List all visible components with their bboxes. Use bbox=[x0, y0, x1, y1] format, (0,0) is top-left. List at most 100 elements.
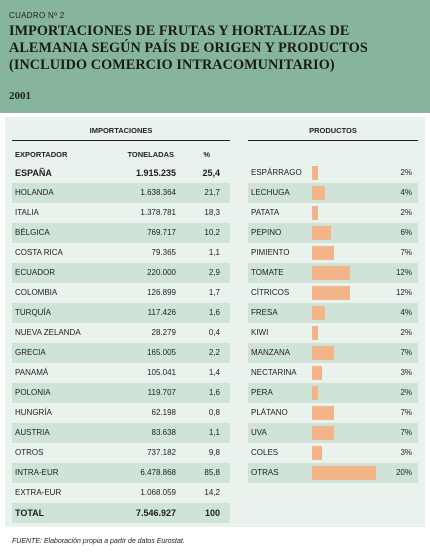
product-bar bbox=[312, 286, 350, 300]
table-row: OTROS 737.182 9,8 bbox=[12, 443, 230, 463]
toneladas-cell: 769.717 bbox=[147, 228, 176, 237]
pct-cell: 21,7 bbox=[204, 188, 220, 197]
exportador-cell: ECUADOR bbox=[15, 268, 56, 277]
product-pct: 3% bbox=[400, 448, 412, 457]
product-pct: 6% bbox=[400, 228, 412, 237]
toneladas-cell: 62.198 bbox=[151, 408, 176, 417]
product-name: PLÁTANO bbox=[251, 408, 288, 417]
product-bar bbox=[312, 366, 322, 380]
importaciones-table: ESPAÑA 1.915.235 25,4 HOLANDA 1.638.364 21,7 I… bbox=[12, 163, 230, 523]
product-bar bbox=[312, 346, 334, 360]
table-row: INTRA-EUR 6.478.868 85,8 bbox=[12, 463, 230, 483]
toneladas-cell: 1.378.781 bbox=[140, 208, 176, 217]
product-bar bbox=[312, 206, 318, 220]
product-bar bbox=[312, 306, 325, 320]
product-row: PERA 2% bbox=[248, 383, 418, 403]
product-name: PATATA bbox=[251, 208, 280, 217]
product-pct: 7% bbox=[400, 248, 412, 257]
product-row: LECHUGA 4% bbox=[248, 183, 418, 203]
productos-header: PRODUCTOS bbox=[309, 126, 357, 135]
importaciones-rule bbox=[12, 140, 230, 141]
product-bar bbox=[312, 186, 325, 200]
product-name: FRESA bbox=[251, 308, 278, 317]
product-row: FRESA 4% bbox=[248, 303, 418, 323]
table-row: HUNGRÍA 62.198 0,8 bbox=[12, 403, 230, 423]
product-name: LECHUGA bbox=[251, 188, 290, 197]
product-row: UVA 7% bbox=[248, 423, 418, 443]
table-row: TOTAL 7.546.927 100 bbox=[12, 503, 230, 523]
exportador-cell: ITALIA bbox=[15, 208, 39, 217]
table-row: AUSTRIA 83.638 1,1 bbox=[12, 423, 230, 443]
table-row: TURQUÍA 117.426 1,6 bbox=[12, 303, 230, 323]
table-row: COSTA RICA 79.365 1,1 bbox=[12, 243, 230, 263]
col-pct: % bbox=[203, 150, 210, 159]
product-row: PEPINO 6% bbox=[248, 223, 418, 243]
pct-cell: 0,4 bbox=[208, 328, 220, 337]
product-name: PERA bbox=[251, 388, 273, 397]
product-pct: 7% bbox=[400, 408, 412, 417]
toneladas-cell: 119.707 bbox=[147, 388, 176, 397]
pct-cell: 10,2 bbox=[204, 228, 220, 237]
importaciones-header: IMPORTACIONES bbox=[89, 126, 153, 135]
pct-cell: 9,8 bbox=[208, 448, 220, 457]
product-bar bbox=[312, 426, 334, 440]
product-row: KIWI 2% bbox=[248, 323, 418, 343]
year-label: 2001 bbox=[9, 90, 31, 102]
toneladas-cell: 165.005 bbox=[147, 348, 176, 357]
product-row: OTRAS 20% bbox=[248, 463, 418, 483]
product-row: PATATA 2% bbox=[248, 203, 418, 223]
pct-cell: 2,2 bbox=[208, 348, 220, 357]
exportador-cell: BÉLGICA bbox=[15, 228, 50, 237]
source-note: FUENTE: Elaboración propia a partir de d… bbox=[12, 538, 185, 545]
product-row: COLES 3% bbox=[248, 443, 418, 463]
product-bar bbox=[312, 466, 376, 480]
pct-cell: 1,6 bbox=[208, 308, 220, 317]
exportador-cell: INTRA-EUR bbox=[15, 468, 59, 477]
exportador-cell: TOTAL bbox=[15, 508, 45, 518]
product-pct: 2% bbox=[400, 388, 412, 397]
product-pct: 12% bbox=[395, 268, 412, 277]
pct-cell: 25,4 bbox=[202, 168, 220, 178]
product-row: ESPÁRRAGO 2% bbox=[248, 163, 418, 183]
pct-cell: 85,8 bbox=[204, 468, 220, 477]
product-pct: 7% bbox=[400, 428, 412, 437]
table-row: NUEVA ZELANDA 28.279 0,4 bbox=[12, 323, 230, 343]
product-bar bbox=[312, 246, 334, 260]
product-bar bbox=[312, 406, 334, 420]
pct-cell: 2,9 bbox=[208, 268, 220, 277]
product-row: CÍTRICOS 12% bbox=[248, 283, 418, 303]
product-name: TOMATE bbox=[251, 268, 284, 277]
toneladas-cell: 1.638.364 bbox=[140, 188, 176, 197]
pct-cell: 1,6 bbox=[208, 388, 220, 397]
table-row: ESPAÑA 1.915.235 25,4 bbox=[12, 163, 230, 183]
product-pct: 4% bbox=[400, 188, 412, 197]
toneladas-cell: 220.000 bbox=[147, 268, 176, 277]
product-name: PEPINO bbox=[251, 228, 282, 237]
toneladas-cell: 7.546.927 bbox=[135, 508, 176, 518]
product-name: ESPÁRRAGO bbox=[251, 168, 302, 177]
page-title: IMPORTACIONES DE FRUTAS Y HORTALIZAS DE … bbox=[9, 23, 368, 74]
product-bar bbox=[312, 166, 318, 180]
exportador-cell: OTROS bbox=[15, 448, 44, 457]
productos-rule bbox=[248, 140, 418, 141]
product-pct: 20% bbox=[395, 468, 412, 477]
product-bar bbox=[312, 446, 322, 460]
pct-cell: 1,7 bbox=[208, 288, 220, 297]
product-pct: 4% bbox=[400, 308, 412, 317]
product-row: PLÁTANO 7% bbox=[248, 403, 418, 423]
table-row: ITALIA 1.378.781 18,3 bbox=[12, 203, 230, 223]
product-pct: 2% bbox=[400, 208, 412, 217]
table-row: EXTRA-EUR 1.068.059 14,2 bbox=[12, 483, 230, 503]
toneladas-cell: 105.041 bbox=[147, 368, 176, 377]
header-band: CUADRO Nº 2 IMPORTACIONES DE FRUTAS Y HO… bbox=[0, 0, 430, 113]
table-row: ECUADOR 220.000 2,9 bbox=[12, 263, 230, 283]
exportador-cell: TURQUÍA bbox=[15, 308, 51, 317]
exportador-cell: HUNGRÍA bbox=[15, 408, 52, 417]
exportador-cell: POLONIA bbox=[15, 388, 51, 397]
product-pct: 12% bbox=[395, 288, 412, 297]
toneladas-cell: 79.365 bbox=[151, 248, 176, 257]
pct-cell: 0,8 bbox=[208, 408, 220, 417]
exportador-cell: COSTA RICA bbox=[15, 248, 63, 257]
product-row: MANZANA 7% bbox=[248, 343, 418, 363]
product-bar bbox=[312, 386, 318, 400]
